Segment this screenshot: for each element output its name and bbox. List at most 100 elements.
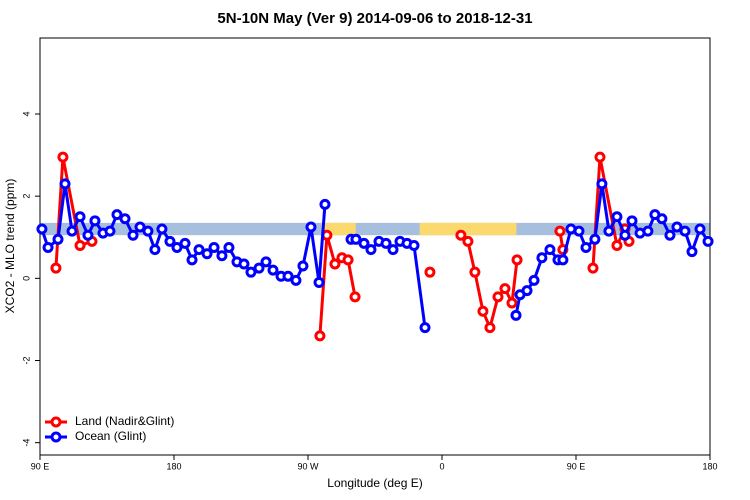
- data-point: [201, 248, 213, 260]
- data-point: [57, 151, 69, 163]
- data-point: [260, 256, 272, 268]
- band-highlight: [419, 222, 517, 236]
- data-point: [626, 215, 638, 227]
- data-point: [238, 258, 250, 270]
- data-point: [619, 229, 631, 241]
- data-point: [611, 239, 623, 251]
- data-point: [419, 322, 431, 334]
- data-point: [314, 330, 326, 342]
- data-point: [313, 276, 325, 288]
- data-point: [119, 213, 131, 225]
- data-point: [305, 221, 317, 233]
- data-point: [511, 254, 523, 266]
- data-point: [342, 254, 354, 266]
- legend-marker: [50, 431, 62, 443]
- data-point: [104, 225, 116, 237]
- data-point: [656, 213, 668, 225]
- data-point: [134, 221, 146, 233]
- data-point: [671, 221, 683, 233]
- data-point: [267, 264, 279, 276]
- data-point: [380, 237, 392, 249]
- data-point: [74, 211, 86, 223]
- data-point: [580, 242, 592, 254]
- x-axis-label: Longitude (deg E): [327, 476, 422, 490]
- data-point: [528, 274, 540, 286]
- data-point: [587, 262, 599, 274]
- data-point: [245, 266, 257, 278]
- data-point: [477, 305, 489, 317]
- data-point: [536, 252, 548, 264]
- y-tick-label: -2: [21, 356, 31, 364]
- data-point: [297, 260, 309, 272]
- data-point: [290, 274, 302, 286]
- data-point: [544, 244, 556, 256]
- series-line: [54, 156, 631, 336]
- data-point: [74, 239, 86, 251]
- data-point: [156, 223, 168, 235]
- data-point: [223, 242, 235, 254]
- data-point: [350, 233, 362, 245]
- data-point: [596, 178, 608, 190]
- data-point: [469, 266, 481, 278]
- reference-band: [40, 222, 710, 236]
- data-point: [365, 244, 377, 256]
- data-point: [193, 244, 205, 256]
- data-point: [408, 239, 420, 251]
- data-point: [142, 225, 154, 237]
- data-point: [111, 209, 123, 221]
- data-point: [89, 215, 101, 227]
- data-point: [208, 242, 220, 254]
- data-point: [66, 225, 78, 237]
- data-point: [424, 266, 436, 278]
- data-point: [642, 225, 654, 237]
- data-point: [492, 291, 504, 303]
- legend-marker: [50, 416, 62, 428]
- data-point: [702, 235, 714, 247]
- x-tick-label: 90 W: [297, 461, 319, 471]
- data-point: [521, 285, 533, 297]
- data-point: [387, 244, 399, 256]
- y-tick-label: 0: [21, 276, 31, 281]
- data-point: [686, 246, 698, 258]
- data-point: [358, 237, 370, 249]
- data-point: [164, 235, 176, 247]
- data-point: [510, 309, 522, 321]
- data-point: [50, 262, 62, 274]
- data-point: [127, 229, 139, 241]
- data-point: [557, 254, 569, 266]
- data-point: [462, 235, 474, 247]
- data-point: [52, 233, 64, 245]
- data-point: [603, 225, 615, 237]
- x-tick-label: 90 E: [567, 461, 586, 471]
- data-point: [611, 211, 623, 223]
- y-tick-label: -4: [21, 439, 31, 447]
- data-point: [216, 250, 228, 262]
- data-point: [282, 270, 294, 282]
- data-point: [554, 225, 566, 237]
- data-point: [149, 244, 161, 256]
- data-point: [82, 229, 94, 241]
- data-point: [186, 254, 198, 266]
- data-point: [679, 225, 691, 237]
- data-point: [179, 237, 191, 249]
- data-point: [589, 233, 601, 245]
- chart-title: 5N-10N May (Ver 9) 2014-09-06 to 2018-12…: [217, 10, 532, 27]
- data-point: [42, 242, 54, 254]
- data-point: [484, 322, 496, 334]
- x-tick-label: 90 E: [31, 461, 50, 471]
- y-tick-label: 4: [21, 111, 31, 116]
- data-point: [59, 178, 71, 190]
- x-tick-label: 0: [439, 461, 444, 471]
- data-point: [594, 151, 606, 163]
- data-point: [253, 262, 265, 274]
- y-axis-label: XCO2 - MLO trend (ppm): [3, 179, 17, 314]
- x-tick-label: 180: [702, 461, 717, 471]
- data-point: [664, 229, 676, 241]
- data-point: [349, 291, 361, 303]
- data-point: [329, 258, 341, 270]
- data-point: [319, 198, 331, 210]
- data-point: [499, 283, 511, 295]
- x-tick-label: 180: [166, 461, 181, 471]
- data-point: [506, 297, 518, 309]
